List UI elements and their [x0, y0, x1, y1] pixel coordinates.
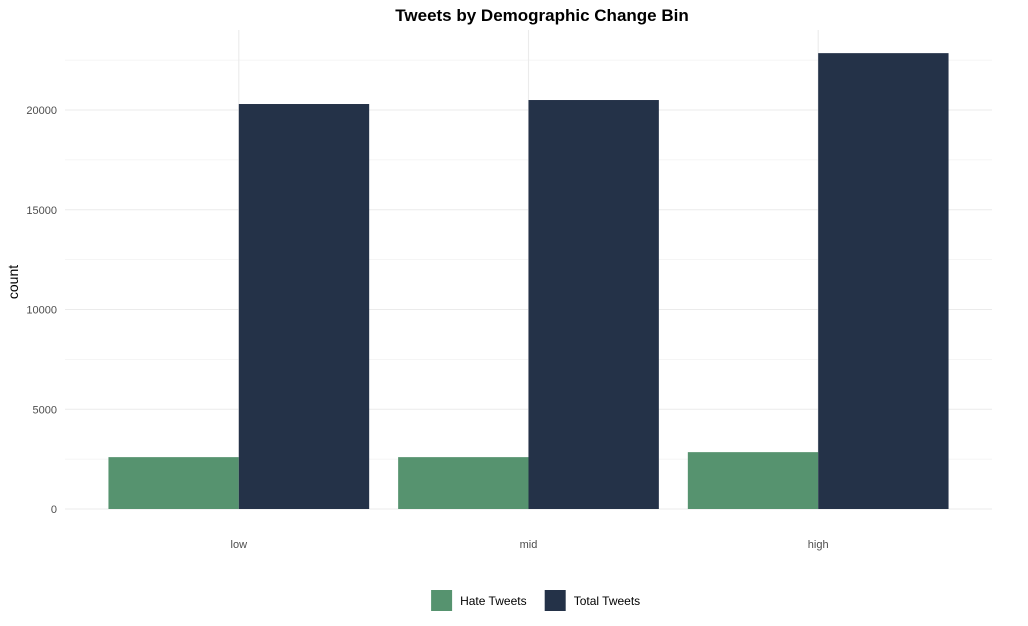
chart-title: Tweets by Demographic Change Bin: [395, 6, 688, 25]
x-tick-label: high: [808, 539, 829, 551]
y-tick-label: 10000: [26, 305, 57, 317]
y-tick-label: 0: [51, 504, 57, 516]
y-tick-label: 5000: [33, 404, 57, 416]
y-tick-label: 20000: [26, 105, 57, 117]
bar-hate-tweets-low: [108, 457, 239, 509]
bar-hate-tweets-high: [687, 452, 819, 509]
y-tick-label: 15000: [26, 205, 57, 217]
x-tick-label: mid: [520, 539, 538, 551]
bar-total-tweets-low: [238, 104, 370, 509]
legend-label: Hate Tweets: [460, 594, 526, 608]
legend: Hate Tweets Total Tweets: [431, 590, 640, 611]
legend-key: [544, 590, 566, 611]
bar-hate-tweets-mid: [398, 457, 529, 509]
bar-total-tweets-high: [818, 53, 949, 509]
x-tick-label: low: [231, 539, 248, 551]
legend-key: [431, 590, 453, 611]
bars: [108, 53, 949, 510]
y-axis-title: count: [5, 265, 21, 299]
bar-total-tweets-mid: [528, 100, 659, 510]
legend-label: Total Tweets: [574, 594, 640, 608]
y-axis-ticks: 0 5000 10000 15000 20000: [26, 105, 57, 516]
x-axis-ticks: low mid high: [231, 539, 829, 551]
